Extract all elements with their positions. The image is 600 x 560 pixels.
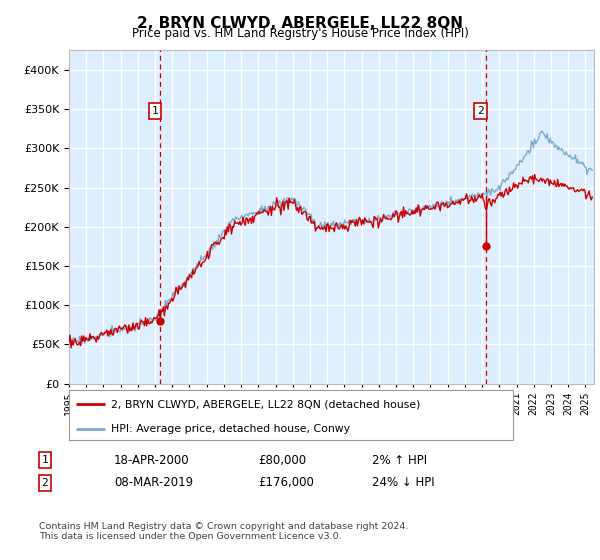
Text: 1: 1 xyxy=(152,106,158,116)
Text: HPI: Average price, detached house, Conwy: HPI: Average price, detached house, Conw… xyxy=(111,424,350,434)
Text: Price paid vs. HM Land Registry's House Price Index (HPI): Price paid vs. HM Land Registry's House … xyxy=(131,27,469,40)
Text: £176,000: £176,000 xyxy=(258,476,314,489)
Text: Contains HM Land Registry data © Crown copyright and database right 2024.
This d: Contains HM Land Registry data © Crown c… xyxy=(39,522,409,542)
Text: 2, BRYN CLWYD, ABERGELE, LL22 8QN: 2, BRYN CLWYD, ABERGELE, LL22 8QN xyxy=(137,16,463,31)
Text: 2, BRYN CLWYD, ABERGELE, LL22 8QN (detached house): 2, BRYN CLWYD, ABERGELE, LL22 8QN (detac… xyxy=(111,399,421,409)
Text: £80,000: £80,000 xyxy=(258,454,306,467)
Text: 2: 2 xyxy=(41,478,49,488)
Text: 18-APR-2000: 18-APR-2000 xyxy=(114,454,190,467)
Text: 1: 1 xyxy=(41,455,49,465)
Text: 2% ↑ HPI: 2% ↑ HPI xyxy=(372,454,427,467)
Text: 24% ↓ HPI: 24% ↓ HPI xyxy=(372,476,434,489)
Text: 08-MAR-2019: 08-MAR-2019 xyxy=(114,476,193,489)
Text: 2: 2 xyxy=(477,106,484,116)
